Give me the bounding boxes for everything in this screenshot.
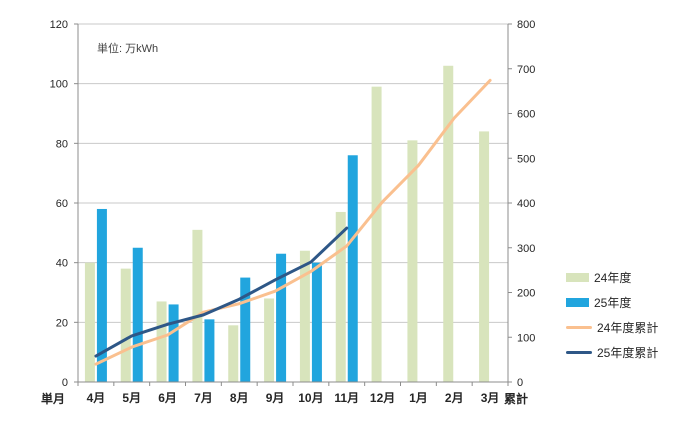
line-25年度累計 <box>94 226 349 358</box>
right-tick-label: 400 <box>517 198 535 210</box>
bar-24年度-12月 <box>371 86 382 383</box>
left-tick-label: 100 <box>50 79 68 91</box>
left-tick-label: 0 <box>62 377 68 389</box>
bar-24年度-2月 <box>443 65 454 383</box>
bar-24年度-4月 <box>84 262 95 382</box>
fy25-bar-swatch-icon <box>566 298 589 307</box>
legend-label-fy24-line: 24年度累計 <box>597 321 659 335</box>
bar-24年度-6月 <box>156 301 167 382</box>
right-tick-label: 200 <box>517 288 535 300</box>
bar-25年度-6月 <box>168 304 179 382</box>
left-tick-label: 80 <box>56 138 68 150</box>
bar-24年度-10月 <box>299 250 310 382</box>
bar-25年度-5月 <box>132 247 143 382</box>
bar-25年度-11月 <box>347 155 358 382</box>
legend-item-fy25-line: 25年度累計 <box>566 340 658 365</box>
right-tick-label: 600 <box>517 109 535 121</box>
x-tick-label: 8月 <box>230 391 249 405</box>
legend-label-fy25-bar: 25年度 <box>594 296 632 310</box>
bar-25年度-8月 <box>240 277 251 382</box>
right-tick-label: 0 <box>517 377 523 389</box>
bar-25年度-4月 <box>96 208 107 382</box>
legend-label-fy24-bar: 24年度 <box>594 271 632 285</box>
unit-label: 単位: 万kWh <box>97 43 159 55</box>
bar-24年度-8月 <box>228 325 239 382</box>
fy24-bar-swatch-icon <box>566 273 589 282</box>
legend-item-fy24-bar: 24年度 <box>566 265 658 290</box>
right-tick-label: 100 <box>517 332 535 344</box>
right-tick-label: 300 <box>517 243 535 255</box>
bar-25年度-9月 <box>276 253 287 382</box>
bar-25年度-7月 <box>204 319 215 382</box>
left-tick-label: 120 <box>50 19 68 31</box>
bar-24年度-1月 <box>407 140 418 382</box>
left-axis-title: 単月 <box>41 392 66 406</box>
left-tick-label: 60 <box>56 198 68 210</box>
line-24年度累計 <box>94 78 492 366</box>
x-tick-label: 7月 <box>194 391 213 405</box>
bar-24年度-3月 <box>479 131 490 382</box>
right-tick-label: 700 <box>517 64 535 76</box>
legend: 24年度 25年度 24年度累計 25年度累計 <box>566 265 658 365</box>
legend-label-fy25-line: 25年度累計 <box>597 346 659 360</box>
bar-24年度-7月 <box>192 229 203 382</box>
x-tick-label: 5月 <box>122 391 141 405</box>
right-tick-label: 800 <box>517 19 535 31</box>
left-tick-label: 40 <box>56 258 68 270</box>
bar-24年度-11月 <box>335 211 346 382</box>
x-tick-label: 9月 <box>266 391 285 405</box>
right-axis-title: 累計 <box>504 392 529 406</box>
legend-item-fy25-bar: 25年度 <box>566 290 658 315</box>
bar-24年度-5月 <box>120 268 131 382</box>
fy25-line-swatch-icon <box>566 351 592 354</box>
bar-25年度-10月 <box>311 262 322 382</box>
x-tick-label: 1月 <box>409 391 428 405</box>
left-tick-label: 20 <box>56 317 68 329</box>
x-tick-label: 12月 <box>370 391 395 405</box>
x-tick-label: 10月 <box>298 391 323 405</box>
x-tick-label: 6月 <box>158 391 177 405</box>
bar-24年度-9月 <box>264 298 275 382</box>
x-tick-label: 4月 <box>87 391 106 405</box>
x-tick-label: 11月 <box>334 391 359 405</box>
x-tick-label: 2月 <box>445 391 464 405</box>
right-tick-label: 500 <box>517 153 535 165</box>
x-tick-label: 3月 <box>481 391 500 405</box>
legend-item-fy24-line: 24年度累計 <box>566 315 658 340</box>
fy24-line-swatch-icon <box>566 326 592 329</box>
